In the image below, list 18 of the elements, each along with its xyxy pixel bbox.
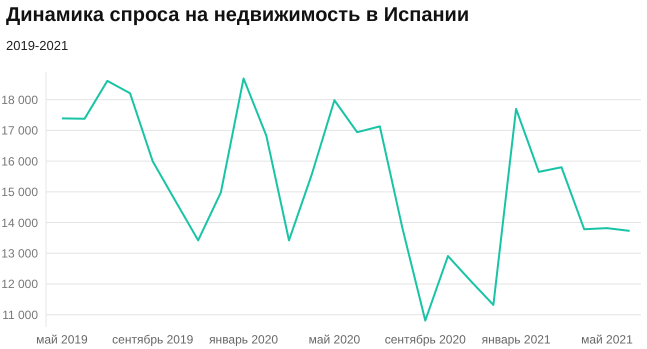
y-tick-label: 15 000: [1, 185, 38, 200]
x-tick-label: сентябрь 2019: [112, 332, 194, 347]
x-tick-label: сентябрь 2020: [384, 332, 466, 347]
x-tick-label: май 2020: [308, 332, 361, 347]
y-tick-label: 14 000: [1, 216, 38, 230]
y-tick-label: 12 000: [1, 277, 38, 292]
x-tick-label: май 2021: [581, 332, 634, 347]
y-tick-label: 13 000: [1, 246, 38, 261]
chart-title: Динамика спроса на недвижимость в Испании: [6, 4, 470, 27]
x-tick-label: май 2019: [36, 332, 88, 347]
x-tick-label: январь 2020: [209, 332, 278, 347]
y-tick-label: 11 000: [2, 308, 38, 322]
y-tick-label: 17 000: [1, 124, 38, 138]
x-tick-label: январь 2021: [482, 332, 551, 347]
y-tick-label: 18 000: [1, 92, 38, 107]
y-tick-label: 16 000: [1, 154, 38, 168]
chart-subtitle: 2019-2021: [6, 38, 68, 53]
line-series: [60, 77, 631, 322]
